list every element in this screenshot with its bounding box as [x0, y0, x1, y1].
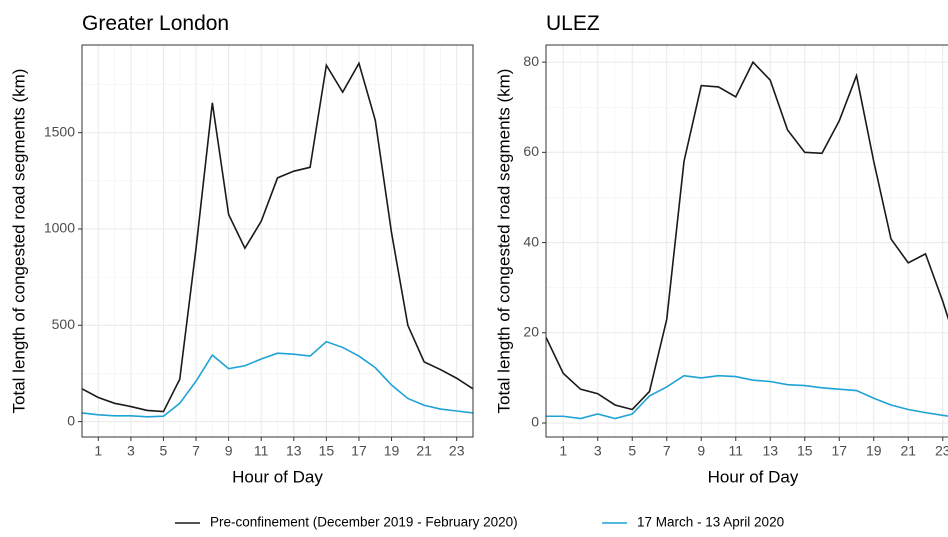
x-tick-label: 9 — [697, 443, 705, 459]
plot-border — [81, 44, 474, 438]
x-axis-title: Hour of Day — [232, 467, 323, 486]
y-axis-title: Total length of congested road segments … — [9, 69, 28, 414]
chart-title: Greater London — [82, 12, 229, 35]
y-tick-label: 0 — [67, 412, 75, 428]
x-tick-label: 5 — [628, 443, 636, 459]
x-tick-label: 23 — [449, 443, 465, 459]
x-tick-label: 19 — [384, 443, 400, 459]
x-tick-label: 11 — [728, 443, 743, 459]
x-tick-label: 5 — [160, 443, 168, 459]
x-tick-label: 23 — [935, 443, 948, 459]
x-tick-label: 21 — [900, 443, 916, 459]
series-line — [81, 340, 474, 418]
x-tick-label: 21 — [416, 443, 432, 459]
x-tick-label: 17 — [351, 443, 367, 459]
x-tick-label: 13 — [286, 443, 302, 459]
y-tick-label: 80 — [523, 53, 539, 69]
y-axis-title: Total length of congested road segments … — [494, 69, 513, 414]
x-tick-label: 1 — [94, 443, 102, 459]
x-axis-title: Hour of Day — [708, 467, 799, 486]
y-tick-label: 0 — [531, 414, 539, 430]
x-tick-label: 13 — [762, 443, 778, 459]
y-tick-label: 40 — [523, 233, 539, 249]
x-tick-label: 11 — [254, 443, 269, 459]
x-tick-label: 1 — [559, 443, 567, 459]
chart-title: ULEZ — [546, 12, 600, 35]
y-tick-label: 20 — [523, 324, 539, 340]
legend-label: 17 March - 13 April 2020 — [637, 515, 784, 530]
series-line — [546, 374, 948, 420]
x-tick-label: 9 — [225, 443, 233, 459]
x-tick-label: 3 — [594, 443, 602, 459]
y-tick-label: 500 — [52, 316, 76, 332]
x-tick-label: 17 — [831, 443, 847, 459]
y-tick-label: 1000 — [44, 220, 75, 236]
x-tick-label: 19 — [866, 443, 882, 459]
series-line — [81, 61, 474, 413]
x-tick-label: 3 — [127, 443, 135, 459]
x-tick-label: 15 — [797, 443, 813, 459]
plot-border — [545, 44, 948, 438]
series-line — [545, 60, 948, 411]
x-tick-label: 7 — [192, 443, 200, 459]
x-tick-label: 7 — [663, 443, 671, 459]
y-tick-label: 60 — [523, 143, 539, 159]
legend-label: Pre-confinement (December 2019 - Februar… — [210, 515, 518, 530]
x-tick-label: 15 — [319, 443, 335, 459]
y-tick-label: 1500 — [44, 123, 75, 139]
